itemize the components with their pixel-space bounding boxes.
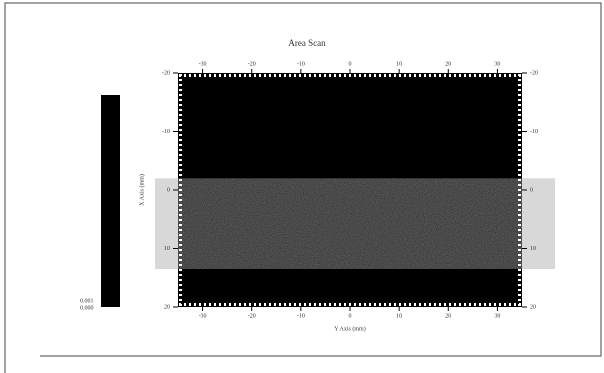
x-tick-label-top: -20	[248, 61, 256, 67]
y-tick-label-right: 0	[530, 187, 533, 193]
chart-title: Area Scan	[288, 38, 326, 48]
x-tick-label-bottom: 10	[396, 313, 402, 319]
x-tick-label-bottom: -30	[199, 313, 207, 319]
y-tick-label-right: -10	[530, 129, 538, 135]
x-tick-label-top: -30	[199, 61, 207, 67]
y-tick-label-left: -10	[162, 129, 170, 135]
x-tick-label-top: 10	[396, 61, 402, 67]
y-tick-label-right: 20	[530, 304, 536, 310]
y-axis-label: X Axis (mm)	[138, 174, 145, 206]
x-tick-label-top: 30	[494, 61, 500, 67]
x-tick-label-bottom: 30	[494, 313, 500, 319]
x-tick-label-bottom: -10	[297, 313, 305, 319]
x-tick-label-top: 0	[349, 61, 352, 67]
x-axis-label: Y Axis (mm)	[334, 325, 365, 332]
colorbar	[101, 95, 120, 307]
y-tick-label-left: 20	[164, 304, 170, 310]
y-tick-label-left: 10	[164, 246, 170, 252]
y-tick-label-left: -20	[162, 70, 170, 76]
y-tick-label-right: -20	[530, 70, 538, 76]
x-tick-label-bottom: 0	[349, 313, 352, 319]
chart: Area Scan Y Axis (mm) X Axis (mm) -30 -30…	[0, 0, 604, 373]
y-tick-label-right: 10	[530, 246, 536, 252]
x-tick-label-bottom: 20	[445, 313, 451, 319]
band	[178, 178, 522, 269]
colorbar-tick-label: 0.001	[80, 298, 94, 304]
colorbar-tick-label: 0.000	[80, 305, 94, 311]
x-tick-label-top: 20	[445, 61, 451, 67]
y-tick-label-left: 0	[167, 187, 170, 193]
x-tick-label-bottom: -20	[248, 313, 256, 319]
x-tick-label-top: -10	[297, 61, 305, 67]
